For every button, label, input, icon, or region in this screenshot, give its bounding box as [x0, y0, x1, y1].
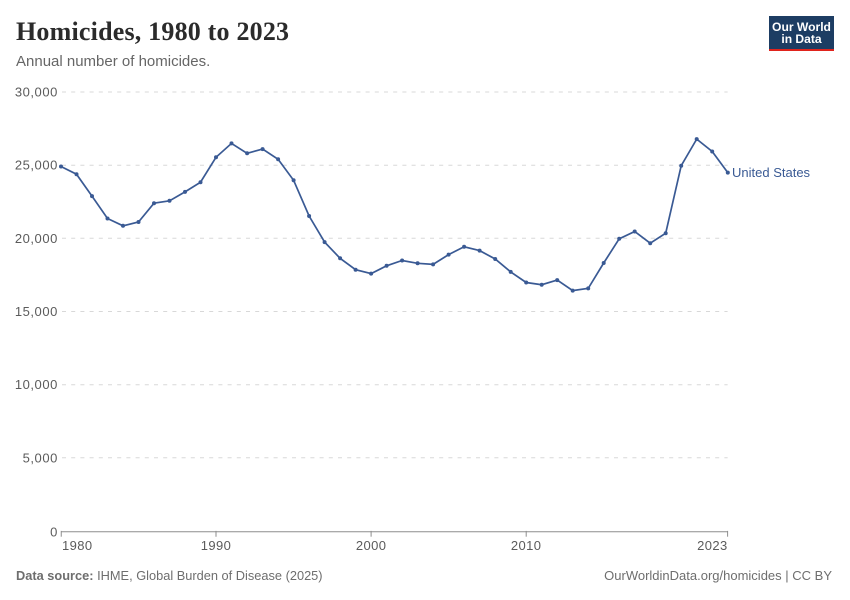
svg-text:5,000: 5,000	[23, 450, 58, 465]
svg-text:1990: 1990	[201, 538, 232, 553]
svg-text:2023: 2023	[697, 538, 728, 553]
svg-text:20,000: 20,000	[15, 231, 58, 246]
svg-text:10,000: 10,000	[15, 377, 58, 392]
svg-text:15,000: 15,000	[15, 304, 58, 319]
svg-text:2010: 2010	[511, 538, 542, 553]
svg-text:0: 0	[50, 525, 58, 540]
svg-text:30,000: 30,000	[15, 85, 58, 100]
svg-text:United States: United States	[732, 165, 811, 180]
svg-text:2000: 2000	[356, 538, 387, 553]
svg-text:1980: 1980	[62, 538, 93, 553]
svg-text:25,000: 25,000	[15, 158, 58, 173]
